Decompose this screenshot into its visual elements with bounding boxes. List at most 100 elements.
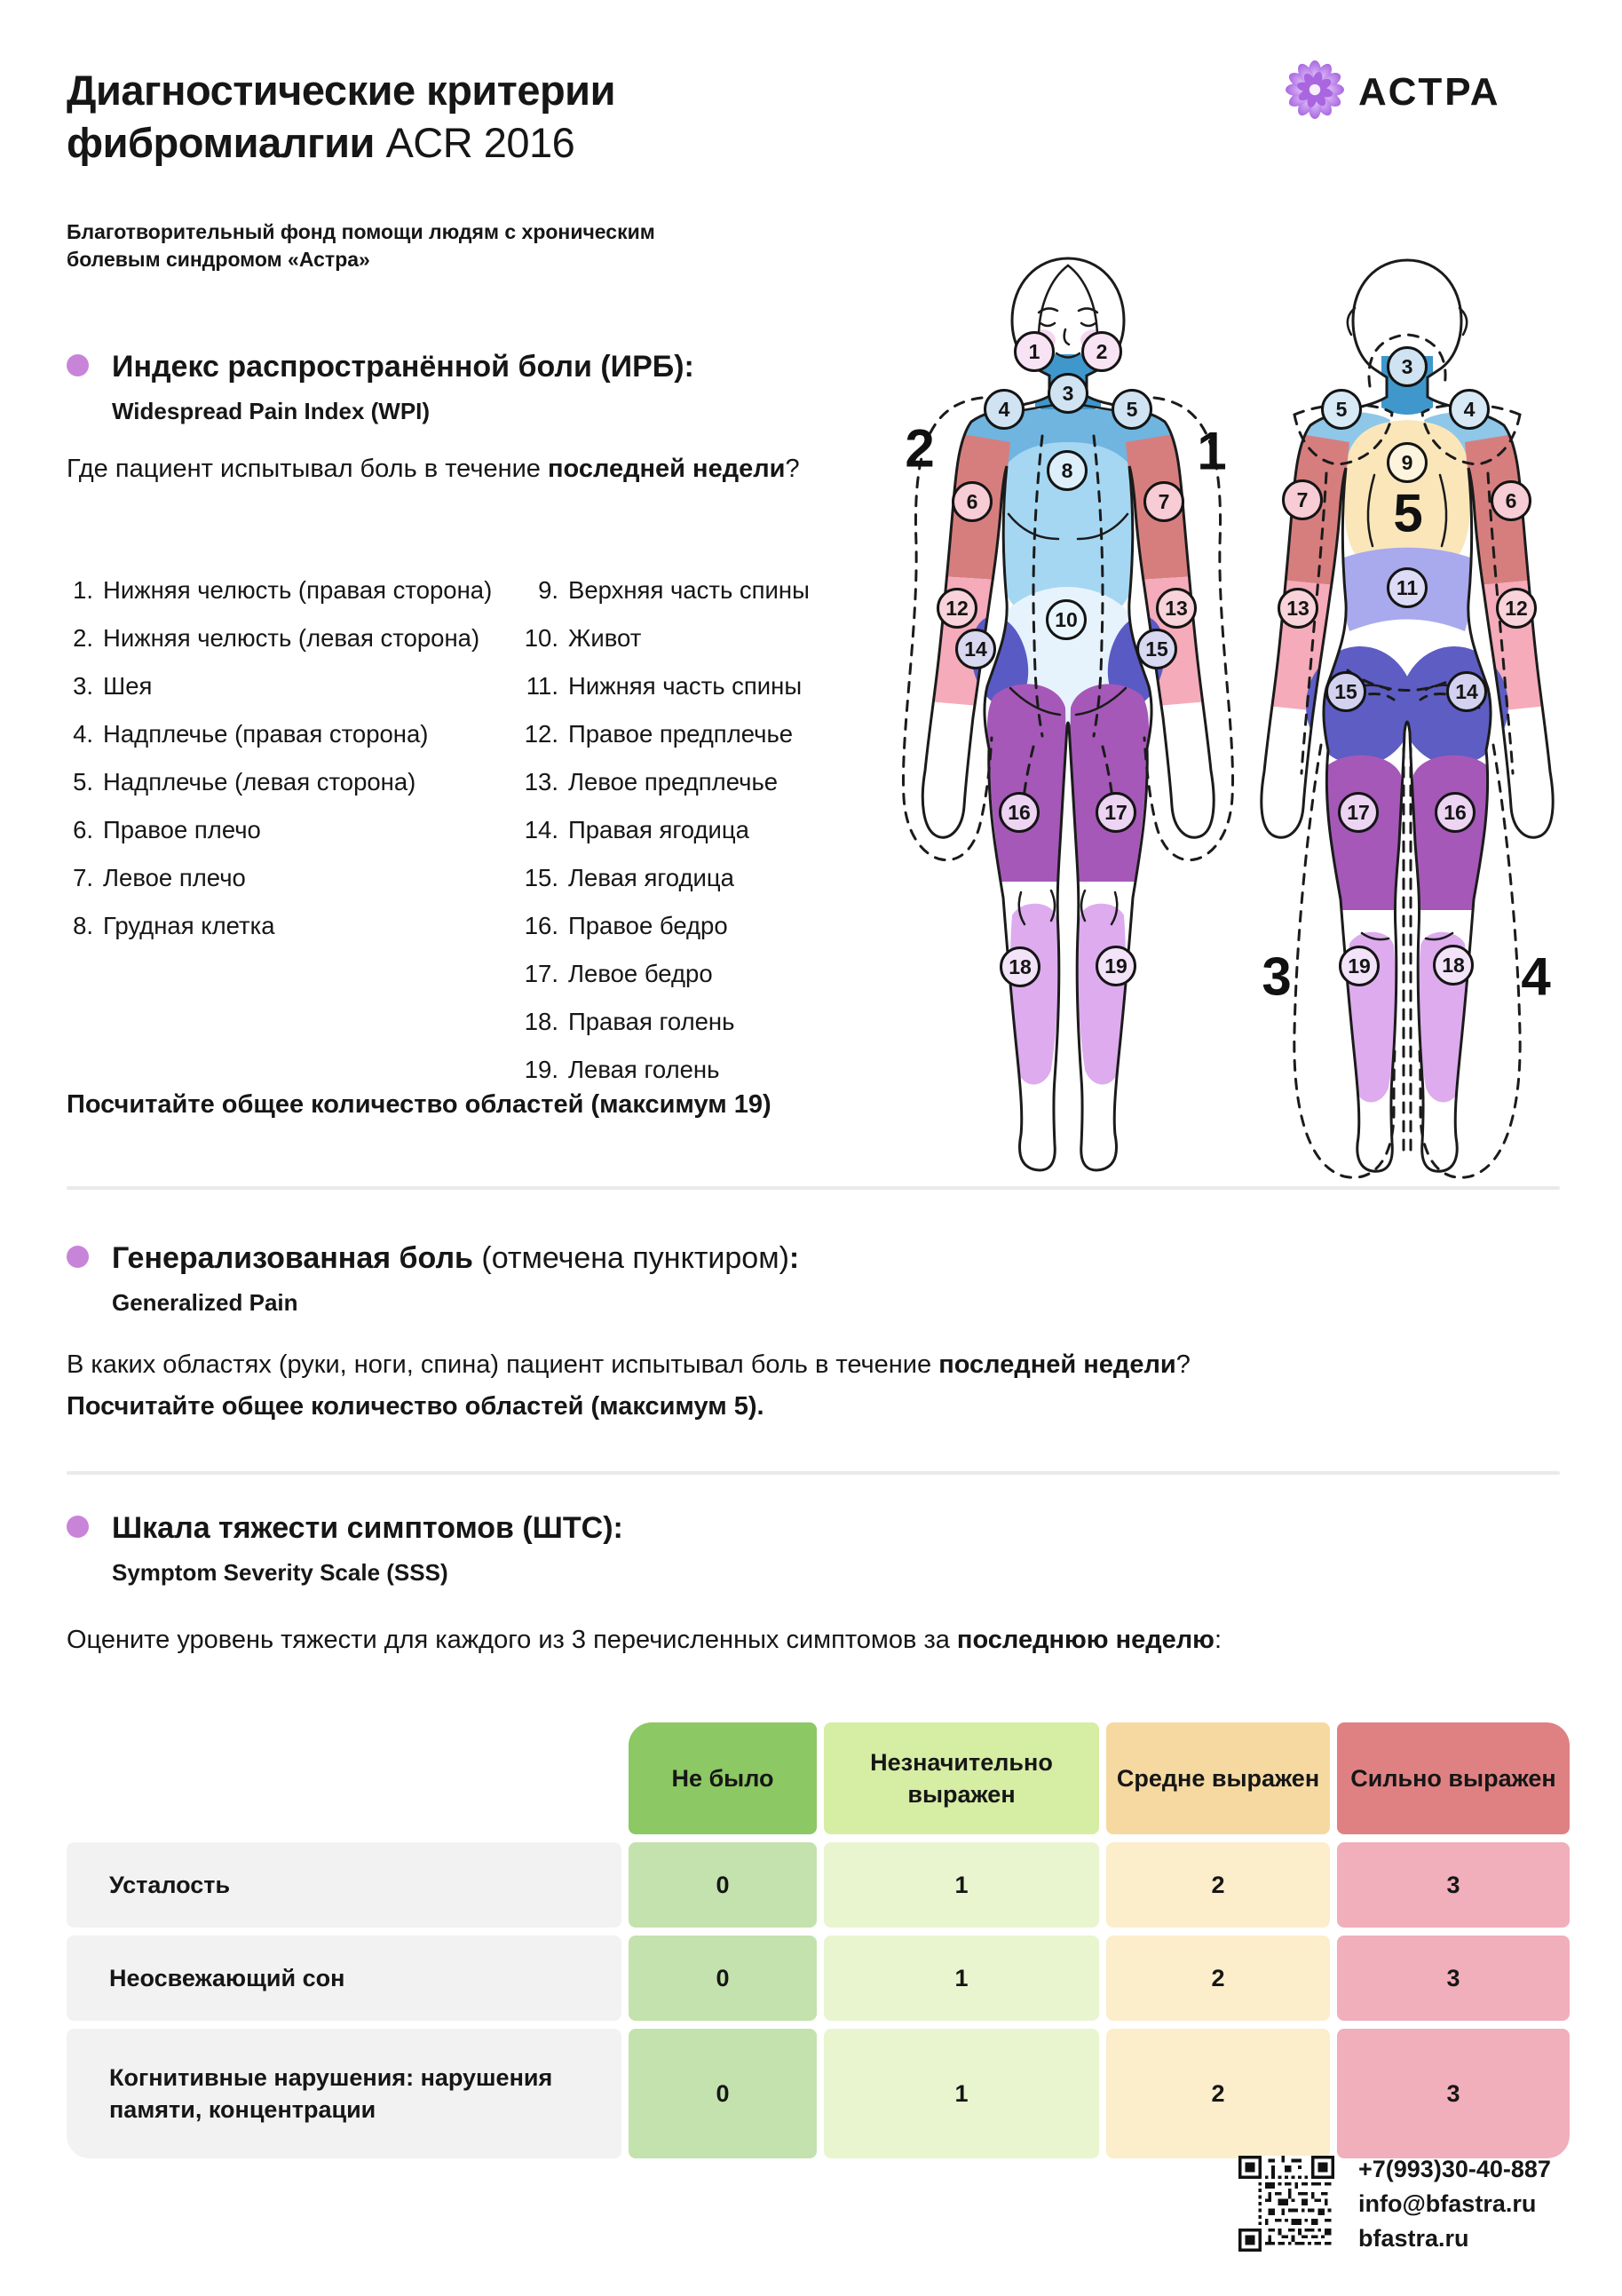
generalized-question: В каких областях (руки, ноги, спина) пац… <box>67 1344 1531 1428</box>
bullet-icon <box>67 1246 89 1268</box>
marker-back-9[interactable]: 9 <box>1387 442 1428 483</box>
list-item: 15. Левая ягодица <box>524 864 734 891</box>
column-header-mild: Незначительно выражен <box>824 1722 1099 1834</box>
list-item: 12. Правое предплечье <box>524 720 794 748</box>
marker-back-19[interactable]: 19 <box>1339 946 1380 986</box>
generalized-summary: Посчитайте общее количество областей (ма… <box>67 1392 764 1421</box>
email-address: info@bfastra.ru <box>1358 2190 1537 2217</box>
list-item: 17. Левое бедро <box>524 960 713 987</box>
list-item: 1. Нижняя челюсть (правая сторона) <box>73 576 493 604</box>
list-item: 19. Левая голень <box>524 1056 720 1083</box>
column-header-none: Не было <box>629 1722 817 1834</box>
marker-front-10[interactable]: 10 <box>1046 599 1087 640</box>
list-item: 5. Надплечье (левая сторона) <box>73 768 416 796</box>
score-cell[interactable]: 3 <box>1337 1842 1570 1928</box>
marker-front-18[interactable]: 18 <box>1000 946 1040 987</box>
score-cell[interactable]: 3 <box>1337 2029 1570 2158</box>
wpi-list-column-2: 9. Верхняя часть спины 10. Живот 11. Нижняя… <box>518 574 944 1101</box>
logo-text: АСТРА <box>1358 69 1501 114</box>
marker-front-6[interactable]: 6 <box>952 481 993 522</box>
contact-block: +7(993)30-40-887 info@bfastra.ru bfastra… <box>1358 2152 1551 2256</box>
table-corner-cell <box>67 1722 621 1834</box>
column-header-moderate: Средне выражен <box>1106 1722 1330 1834</box>
marker-back-13[interactable]: 13 <box>1278 588 1318 629</box>
zone-label-2: 2 <box>905 418 935 479</box>
marker-back-5[interactable]: 5 <box>1321 389 1362 430</box>
list-item: 9. Верхняя часть спины <box>538 576 810 604</box>
marker-front-8[interactable]: 8 <box>1047 450 1088 491</box>
marker-front-15[interactable]: 15 <box>1136 629 1177 669</box>
list-item: 18. Правая голень <box>524 1008 735 1035</box>
phone-number: +7(993)30-40-887 <box>1358 2156 1551 2182</box>
website-url: bfastra.ru <box>1358 2225 1469 2252</box>
wpi-heading-en: Widespread Pain Index (WPI) <box>112 398 431 424</box>
wpi-summary: Посчитайте общее количество областей (ма… <box>67 1090 771 1119</box>
marker-front-19[interactable]: 19 <box>1096 946 1136 986</box>
marker-front-3[interactable]: 3 <box>1048 373 1088 414</box>
marker-back-16[interactable]: 16 <box>1435 792 1476 833</box>
marker-front-13[interactable]: 13 <box>1156 588 1197 629</box>
marker-front-5[interactable]: 5 <box>1112 389 1152 430</box>
list-item: 10. Живот <box>524 624 642 652</box>
score-cell[interactable]: 1 <box>824 2029 1099 2158</box>
marker-front-17[interactable]: 17 <box>1096 792 1136 833</box>
marker-back-4[interactable]: 4 <box>1449 389 1490 430</box>
marker-back-3[interactable]: 3 <box>1387 346 1428 387</box>
marker-front-14[interactable]: 14 <box>955 629 996 669</box>
row-label-fatigue: Усталость <box>67 1842 621 1928</box>
generalized-heading: Генерализованная боль (отмечена пунктиро… <box>112 1241 800 1275</box>
marker-back-15[interactable]: 15 <box>1325 671 1366 712</box>
marker-back-18[interactable]: 18 <box>1433 945 1474 986</box>
body-diagram-front: 1 2 3 4 5 6 7 8 10 12 13 14 15 16 17 18 … <box>877 251 1250 1184</box>
list-item: 7. Левое плечо <box>73 864 246 891</box>
marker-front-1[interactable]: 1 <box>1014 331 1055 372</box>
list-item: 13. Левое предплечье <box>524 768 779 796</box>
score-cell[interactable]: 1 <box>824 1842 1099 1928</box>
bullet-icon <box>67 354 89 376</box>
marker-back-17[interactable]: 17 <box>1338 792 1379 833</box>
score-cell[interactable]: 0 <box>629 1842 817 1928</box>
score-cell[interactable]: 0 <box>629 1936 817 2021</box>
list-item: 16. Правое бедро <box>524 912 728 939</box>
zone-label-1: 1 <box>1197 421 1227 481</box>
marker-front-2[interactable]: 2 <box>1081 331 1122 372</box>
bullet-icon <box>67 1516 89 1538</box>
severity-table: Не было Незначительно выражен Средне выр… <box>67 1722 1570 2158</box>
sss-heading-en: Symptom Severity Scale (SSS) <box>112 1559 448 1586</box>
marker-front-12[interactable]: 12 <box>937 588 977 629</box>
generalized-heading-en: Generalized Pain <box>112 1289 298 1316</box>
row-label-sleep: Неосвежающий сон <box>67 1936 621 2021</box>
marker-back-12[interactable]: 12 <box>1496 588 1537 629</box>
list-item: 4. Надплечье (правая сторона) <box>73 720 429 748</box>
astra-logo: АСТРА <box>1286 60 1501 123</box>
page-title: Диагностические критерии фибромиалгии AC… <box>67 67 615 166</box>
zone-label-3: 3 <box>1262 946 1292 1007</box>
section-sss-header: Шкала тяжести симптомов (ШТС): Symptom S… <box>67 1509 623 1587</box>
score-cell[interactable]: 2 <box>1106 1936 1330 2021</box>
marker-back-7[interactable]: 7 <box>1282 479 1323 520</box>
list-item: 2. Нижняя челюсть (левая сторона) <box>73 624 480 652</box>
wpi-heading: Индекс распространённой боли (ИРБ): <box>112 350 694 384</box>
list-item: 11. Нижняя часть спины <box>526 672 803 700</box>
flower-icon <box>1286 60 1344 123</box>
marker-front-16[interactable]: 16 <box>999 792 1040 833</box>
marker-back-11[interactable]: 11 <box>1387 567 1428 608</box>
zone-label-5: 5 <box>1393 483 1423 543</box>
divider <box>67 1186 1560 1190</box>
score-cell[interactable]: 1 <box>824 1936 1099 2021</box>
score-cell[interactable]: 2 <box>1106 1842 1330 1928</box>
marker-back-14[interactable]: 14 <box>1446 671 1487 712</box>
divider <box>67 1471 1560 1475</box>
marker-front-7[interactable]: 7 <box>1143 481 1184 522</box>
body-diagram-back: 3 5 4 9 7 6 11 13 12 15 14 17 16 19 18 5… <box>1241 251 1614 1184</box>
score-cell[interactable]: 3 <box>1337 1936 1570 2021</box>
marker-front-4[interactable]: 4 <box>984 389 1025 430</box>
list-item: 8. Грудная клетка <box>73 912 275 939</box>
score-cell[interactable]: 0 <box>629 2029 817 2158</box>
row-label-cognitive: Когнитивные нарушения: нарушения памяти,… <box>67 2029 621 2158</box>
sss-instruction: Оцените уровень тяжести для каждого из 3… <box>67 1626 1222 1654</box>
marker-back-6[interactable]: 6 <box>1491 480 1531 521</box>
wpi-list-column-1: 1. Нижняя челюсть (правая сторона) 2. Нижн… <box>67 574 502 957</box>
score-cell[interactable]: 2 <box>1106 2029 1330 2158</box>
